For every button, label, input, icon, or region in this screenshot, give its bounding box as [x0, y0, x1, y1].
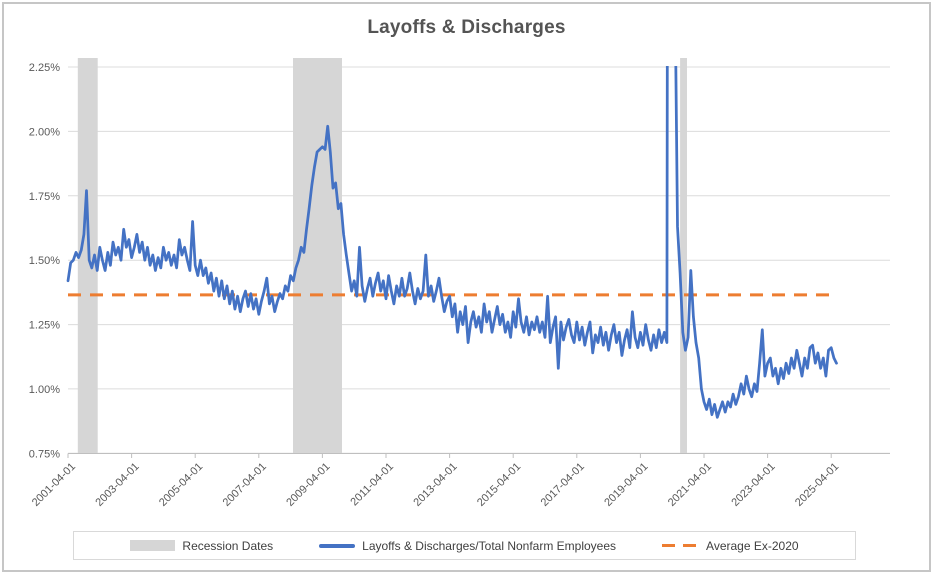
- x-tick-label: 2009-04-01: [284, 461, 332, 509]
- y-tick-label: 2.25%: [29, 62, 60, 74]
- x-tick-label: 2001-04-01: [30, 461, 78, 509]
- recession-band-swatch-icon: [130, 540, 176, 551]
- legend-label: Recession Dates: [182, 538, 274, 553]
- legend-item-layoffs-series: Layoffs & Discharges/Total Nonfarm Emplo…: [319, 539, 616, 553]
- legend-item-recession-dates: Recession Dates: [130, 539, 273, 553]
- x-tick-label: 2019-04-01: [602, 461, 650, 509]
- recession-band: [680, 58, 687, 454]
- chart-title: Layoffs & Discharges: [367, 17, 566, 38]
- recession-band: [293, 58, 342, 454]
- x-tick-label: 2013-04-01: [411, 461, 459, 509]
- x-tick-label: 2007-04-01: [221, 461, 269, 509]
- legend-label: Layoffs & Discharges/Total Nonfarm Emplo…: [362, 538, 617, 553]
- x-tick-label: 2003-04-01: [93, 461, 141, 509]
- legend-label: Average Ex-2020: [706, 538, 799, 553]
- line-swatch-icon: [319, 543, 356, 548]
- y-tick-label: 1.75%: [29, 191, 60, 203]
- legend-item-average: Average Ex-2020: [662, 539, 799, 553]
- y-tick-label: 0.75%: [29, 448, 60, 460]
- x-tick-label: 2021-04-01: [666, 461, 714, 509]
- y-tick-label: 2.00%: [29, 126, 60, 138]
- dashed-line-swatch-icon: [662, 544, 700, 547]
- x-tick-label: 2011-04-01: [348, 461, 396, 509]
- y-tick-label: 1.00%: [29, 384, 60, 396]
- y-tick-label: 1.50%: [29, 255, 60, 267]
- x-tick-label: 2017-04-01: [539, 461, 587, 509]
- x-tick-label: 2023-04-01: [729, 461, 777, 509]
- x-tick-label: 2015-04-01: [475, 461, 523, 509]
- legend: Recession Dates Layoffs & Discharges/Tot…: [73, 531, 856, 560]
- layoffs-series-line: [66, 66, 838, 419]
- y-tick-label: 1.25%: [29, 320, 60, 332]
- x-tick-label: 2025-04-01: [793, 461, 841, 509]
- x-tick-label: 2005-04-01: [157, 461, 205, 509]
